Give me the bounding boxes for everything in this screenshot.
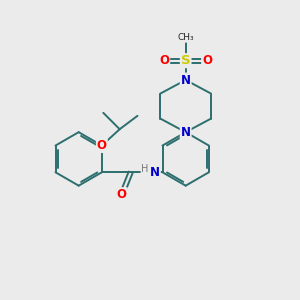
Text: N: N [181,74,191,86]
Text: O: O [159,54,169,67]
Text: O: O [97,139,107,152]
Text: O: O [202,54,212,67]
Text: S: S [181,54,190,67]
Text: O: O [117,188,127,201]
Text: N: N [181,126,191,139]
Text: H: H [141,164,149,174]
Text: CH₃: CH₃ [177,33,194,42]
Text: N: N [150,167,160,179]
